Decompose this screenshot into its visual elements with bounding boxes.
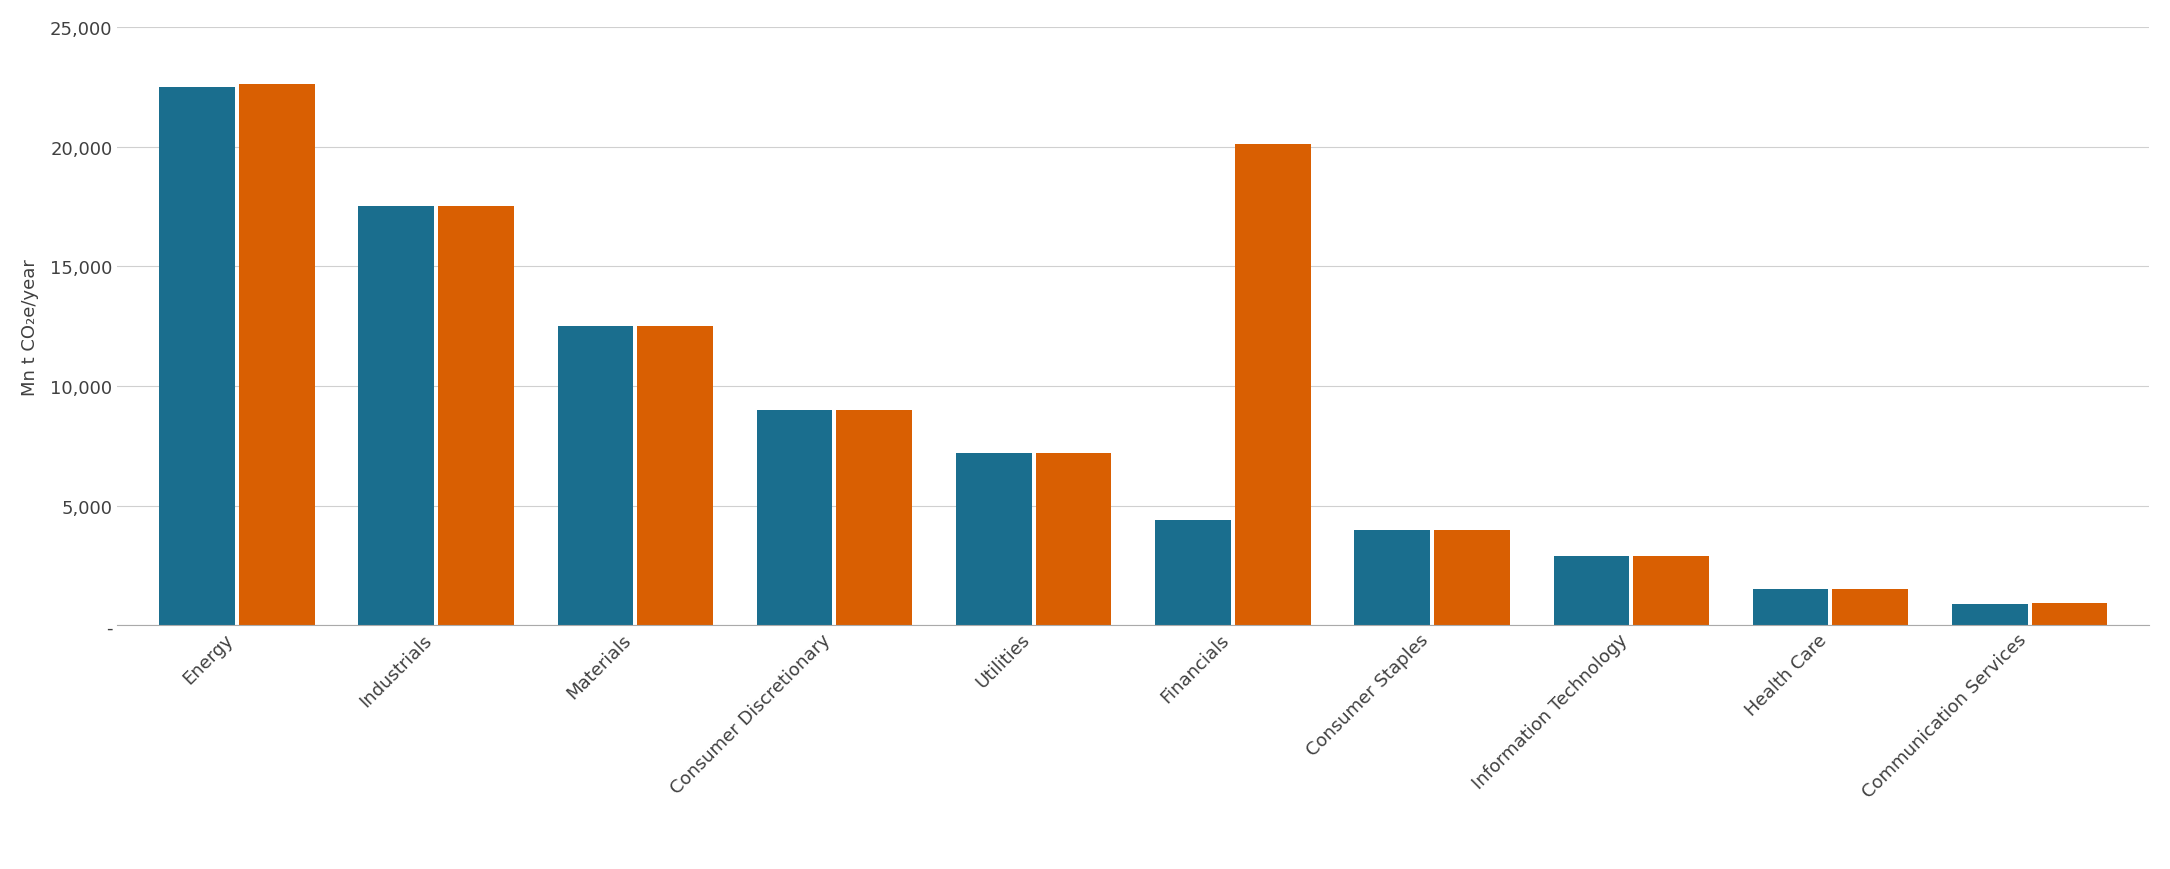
Bar [1434, 530, 1510, 626]
Bar [1154, 521, 1230, 626]
Bar [1753, 590, 1829, 626]
Bar [757, 410, 833, 626]
Bar [638, 327, 714, 626]
Bar [1554, 556, 1630, 626]
Bar [1354, 530, 1430, 626]
Bar [2031, 603, 2107, 626]
Bar [558, 327, 634, 626]
Bar [438, 207, 514, 626]
Bar [957, 454, 1031, 626]
Bar [1035, 454, 1111, 626]
Bar [1634, 556, 1710, 626]
Bar [158, 88, 234, 626]
Bar [835, 410, 911, 626]
Bar [1831, 590, 1907, 626]
Bar [239, 85, 315, 626]
Bar [1953, 604, 2027, 626]
Y-axis label: Mn t CO₂e/year: Mn t CO₂e/year [22, 258, 39, 395]
Bar [1235, 145, 1311, 626]
Bar [358, 207, 434, 626]
Legend: Scope 1, 2, 3 emissions excl. financed emissions, Scope 1, 2, 3 including financ: Scope 1, 2, 3 emissions excl. financed e… [655, 862, 1612, 869]
